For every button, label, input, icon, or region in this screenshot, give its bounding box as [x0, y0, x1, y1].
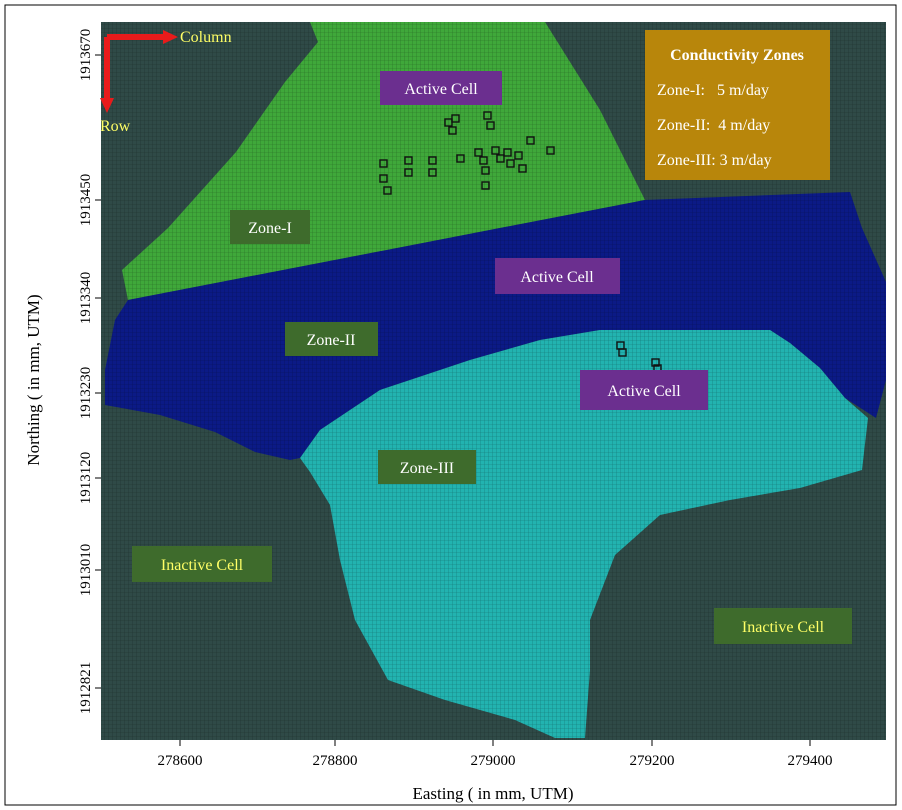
- active-cell-label-2-box: [495, 258, 620, 294]
- column-arrow-head: [163, 30, 178, 44]
- well-marker: [456, 154, 465, 163]
- zone2-label-box: [285, 322, 378, 356]
- well-marker: [451, 114, 460, 123]
- y-tick-label: 1913340: [78, 272, 94, 325]
- well-marker: [483, 111, 492, 120]
- orientation-indicator: Column Row: [100, 29, 232, 135]
- well-marker: [526, 136, 535, 145]
- well-marker: [428, 156, 437, 165]
- active-cell-label-3: Active Cell: [607, 383, 681, 400]
- well-marker: [514, 151, 523, 160]
- well-markers: [379, 111, 662, 373]
- active-cell-label-2: Active Cell: [520, 269, 594, 286]
- well-marker: [503, 148, 512, 157]
- zone2-label: Zone-II: [307, 332, 356, 349]
- well-marker: [428, 168, 437, 177]
- y-tick-label: 1913230: [78, 367, 94, 420]
- well-marker: [651, 358, 660, 367]
- legend-row-zone3: Zone-III: 3 m/day: [657, 152, 772, 169]
- well-marker: [496, 154, 505, 163]
- active-cell-label-1-box: [380, 71, 502, 105]
- zone3-label: Zone-III: [400, 460, 454, 477]
- y-axis-ticks: 1913670 1913450 1913340 1913230 1913120 19130…: [78, 29, 101, 715]
- active-cell-label-1: Active Cell: [404, 81, 478, 98]
- column-label: Column: [180, 29, 232, 46]
- y-tick-label: 1913670: [78, 29, 94, 82]
- region-labels: Active Cell Zone-I Active Cell Zone-II A…: [132, 71, 852, 644]
- well-marker: [506, 159, 515, 168]
- well-marker: [481, 181, 490, 190]
- well-marker: [448, 126, 457, 135]
- well-marker: [404, 156, 413, 165]
- row-arrow-head: [100, 98, 114, 113]
- row-label: Row: [100, 118, 131, 135]
- x-tick-label: 279000: [471, 753, 516, 769]
- well-marker: [404, 168, 413, 177]
- inactive-cell-label-2-box: [714, 608, 852, 644]
- well-marker: [479, 156, 488, 165]
- legend-row-zone1: Zone-I: 5 m/day: [657, 82, 769, 99]
- inactive-cell-label-2: Inactive Cell: [742, 619, 825, 636]
- x-tick-label: 279400: [788, 753, 833, 769]
- zone1-label: Zone-I: [248, 220, 292, 237]
- well-marker: [491, 146, 500, 155]
- x-tick-label: 279200: [630, 753, 675, 769]
- y-tick-label: 1912821: [78, 662, 94, 715]
- legend-title: Conductivity Zones: [670, 47, 804, 64]
- x-axis-ticks: 278600 278800 279000 279200 279400: [158, 740, 833, 769]
- well-marker: [518, 164, 527, 173]
- active-cell-label-3-box: [580, 370, 708, 410]
- legend-row-zone2: Zone-II: 4 m/day: [657, 117, 770, 134]
- y-axis-label: Northing ( in mm, UTM): [24, 294, 43, 465]
- zone1-label-box: [230, 210, 310, 244]
- well-marker: [379, 159, 388, 168]
- y-tick-label: 1913010: [78, 544, 94, 597]
- x-tick-label: 278800: [313, 753, 358, 769]
- y-tick-label: 1913450: [78, 174, 94, 227]
- well-marker: [486, 121, 495, 130]
- y-tick-label: 1913120: [78, 452, 94, 505]
- legend-box: [645, 30, 830, 180]
- well-marker: [618, 348, 627, 357]
- x-axis-label: Easting ( in mm, UTM): [412, 784, 573, 803]
- well-marker: [546, 146, 555, 155]
- inactive-cell-label-1: Inactive Cell: [161, 557, 244, 574]
- x-tick-label: 278600: [158, 753, 203, 769]
- well-marker: [474, 148, 483, 157]
- well-marker: [481, 166, 490, 175]
- inactive-cell-label-1-box: [132, 546, 272, 582]
- well-marker: [383, 186, 392, 195]
- zone3-label-box: [378, 450, 476, 484]
- well-marker: [379, 174, 388, 183]
